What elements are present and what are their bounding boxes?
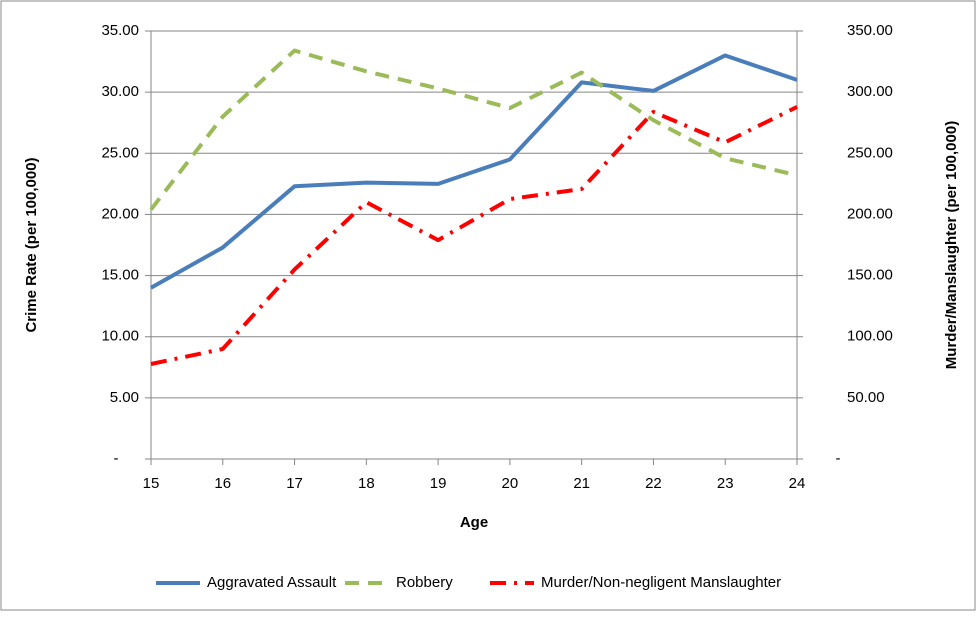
series-line xyxy=(149,48,798,211)
y2-axis-label: Murder/Manslaughter (per 100,000) xyxy=(943,121,960,369)
y2-tick-label: 50.00 xyxy=(847,389,885,406)
y-tick-label: 10.00 xyxy=(101,328,139,345)
x-tick-label: 15 xyxy=(143,475,160,492)
x-tick-label: 20 xyxy=(502,475,519,492)
legend-label: Robbery xyxy=(396,574,453,591)
y-tick-label: - xyxy=(114,450,119,467)
y2-tick-label: 200.00 xyxy=(847,205,893,222)
x-tick-label: 24 xyxy=(789,475,806,492)
legend-label: Aggravated Assault xyxy=(207,574,337,591)
x-tick-label: 21 xyxy=(573,475,590,492)
y-axis-label: Crime Rate (per 100,000) xyxy=(23,157,40,332)
x-tick-label: 16 xyxy=(214,475,231,492)
y2-tick-label: 150.00 xyxy=(847,267,893,284)
y-tick-label: 5.00 xyxy=(110,389,139,406)
x-axis-label: Age xyxy=(460,514,488,531)
y2-tick-label: 100.00 xyxy=(847,328,893,345)
y-tick-label: 30.00 xyxy=(101,83,139,100)
y2-tick-label: 250.00 xyxy=(847,144,893,161)
y2-tick-label: - xyxy=(836,450,841,467)
x-tick-label: 23 xyxy=(717,475,734,492)
x-tick-label: 19 xyxy=(430,475,447,492)
series-line xyxy=(150,53,798,290)
x-tick-label: 22 xyxy=(645,475,662,492)
x-tick-label: 17 xyxy=(286,475,303,492)
y-tick-label: 15.00 xyxy=(101,267,139,284)
y-tick-label: 20.00 xyxy=(101,205,139,222)
x-tick-label: 18 xyxy=(358,475,375,492)
legend-label: Murder/Non-negligent Manslaughter xyxy=(541,574,781,591)
y-tick-label: 35.00 xyxy=(101,22,139,39)
y2-tick-label: 300.00 xyxy=(847,83,893,100)
y2-tick-label: 350.00 xyxy=(847,22,893,39)
y-tick-label: 25.00 xyxy=(101,144,139,161)
